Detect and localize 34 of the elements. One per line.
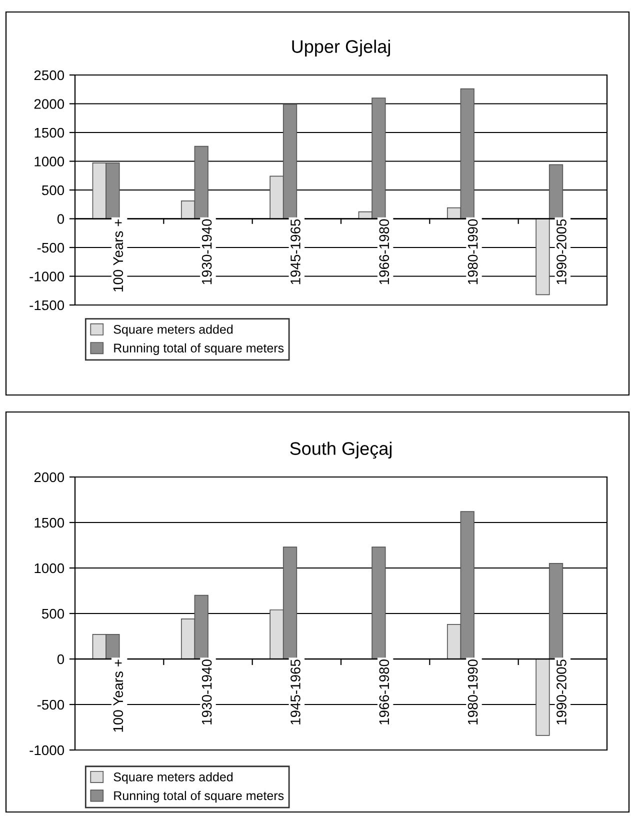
y-tick-label: -1000 — [30, 272, 64, 282]
legend-label: Square meters added — [114, 324, 233, 336]
y-tick-label: 0 — [57, 654, 64, 664]
x-tick-label: 1990-2005 — [556, 660, 566, 724]
y-tick-label: 1000 — [34, 156, 64, 166]
y-tick-label: 0 — [57, 214, 64, 224]
legend-label: Running total of square meters — [114, 790, 284, 803]
legend-label: Square meters added — [114, 772, 233, 784]
y-tick-label: 500 — [42, 185, 64, 196]
x-tick-label: 100 Years + — [113, 219, 124, 292]
chart-title: South Gjeçaj — [290, 442, 392, 459]
y-tick-label: 2500 — [34, 70, 64, 80]
x-tick-label: 1930-1940 — [202, 660, 212, 724]
x-tick-label: 1980-1990 — [468, 219, 478, 284]
x-tick-label: 1945-1965 — [290, 660, 300, 724]
x-tick-label: 1966-1980 — [379, 660, 390, 724]
y-tick-label: 500 — [42, 608, 64, 619]
y-tick-label: 2000 — [34, 472, 64, 482]
y-tick-label: -1500 — [30, 300, 64, 310]
chart-title: Upper Gjelaj — [292, 40, 390, 57]
y-tick-label: -500 — [37, 242, 64, 253]
legend-label: Running total of square meters — [114, 343, 284, 355]
y-tick-label: 1500 — [34, 128, 64, 138]
y-tick-label: 1000 — [34, 563, 64, 574]
x-tick-label: 1990-2005 — [556, 219, 566, 284]
x-tick-label: 1930-1940 — [202, 219, 212, 284]
x-tick-label: 100 Years + — [113, 660, 124, 732]
x-tick-label: 1966-1980 — [379, 219, 390, 284]
x-tick-label: 1980-1990 — [468, 660, 478, 724]
y-tick-label: -1000 — [30, 745, 64, 756]
y-tick-label: 1500 — [34, 518, 64, 528]
y-tick-label: -500 — [37, 700, 64, 710]
x-tick-label: 1945-1965 — [290, 219, 300, 284]
y-tick-label: 2000 — [34, 99, 64, 109]
